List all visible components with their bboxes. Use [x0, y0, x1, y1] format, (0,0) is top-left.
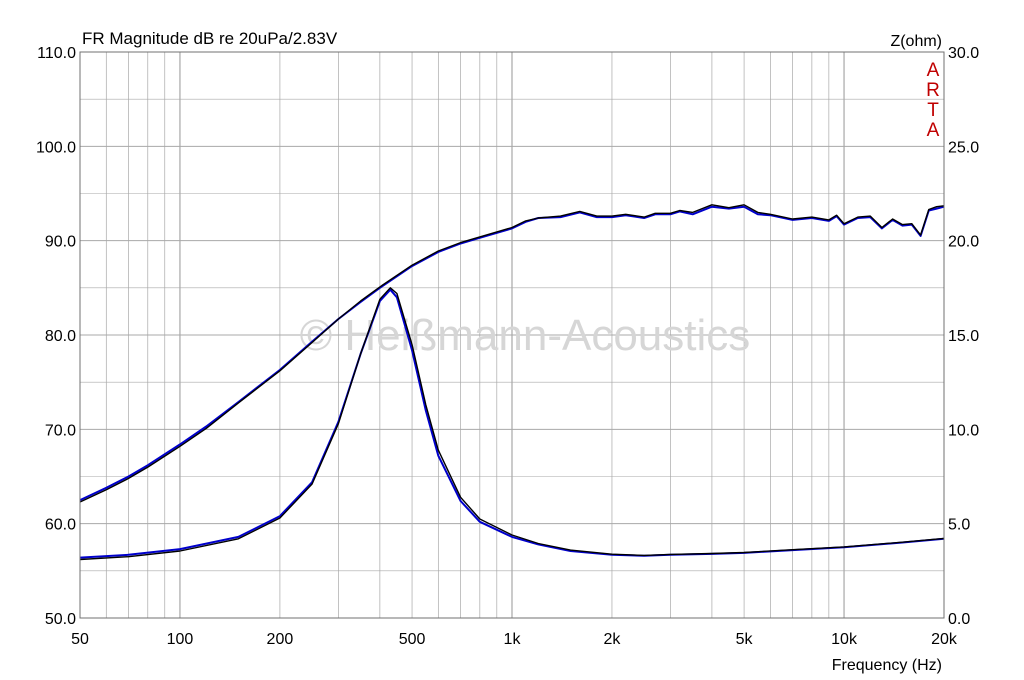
x-tick-label: 50 — [71, 631, 89, 648]
y-right-tick-label: 25.0 — [948, 139, 979, 156]
x-tick-label: 20k — [931, 631, 958, 648]
plot-frame — [79, 51, 945, 619]
x-tick-label: 100 — [167, 631, 194, 648]
y-right-tick-label: 20.0 — [948, 234, 979, 251]
x-tick-label: 5k — [736, 631, 754, 648]
y-tick-label: 100.0 — [36, 139, 76, 156]
series-line-2 — [79, 204, 945, 503]
y-right-tick-label: 15.0 — [948, 328, 979, 345]
x-tick-label: 2k — [604, 631, 622, 648]
tick-labels: 50 100 200 500 1k 2k 5k 10k 20k 50.0 60.0 70.0 80.0 9… — [36, 45, 979, 648]
x-tick-label: 500 — [399, 631, 426, 648]
y-tick-label: 60.0 — [45, 517, 76, 534]
x-tick-label: 200 — [267, 631, 294, 648]
series-line-4 — [79, 287, 945, 561]
arta-letter: A — [927, 60, 940, 81]
x-tick-label: 1k — [504, 631, 522, 648]
y-right-tick-label: 5.0 — [948, 517, 970, 534]
arta-letter: T — [927, 100, 939, 121]
y-tick-label: 110.0 — [37, 45, 76, 62]
series-group — [79, 204, 945, 561]
x-tick-label: 10k — [831, 631, 858, 648]
chart-title: FR Magnitude dB re 20uPa/2.83V — [82, 29, 338, 48]
y-tick-label: 50.0 — [45, 611, 76, 628]
y-right-tick-label: 0.0 — [948, 611, 970, 628]
arta-letter: R — [926, 80, 940, 101]
y-tick-label: 80.0 — [45, 328, 76, 345]
y-right-tick-label: 30.0 — [948, 45, 979, 62]
right-axis-label: Z(ohm) — [890, 33, 942, 50]
arta-letter: A — [927, 120, 940, 141]
y-right-tick-label: 10.0 — [948, 422, 979, 439]
y-tick-label: 70.0 — [45, 422, 76, 439]
watermark: © Heißmann-Acoustics — [300, 311, 751, 360]
x-axis-label: Frequency (Hz) — [832, 657, 942, 674]
y-tick-label: 90.0 — [45, 234, 76, 251]
